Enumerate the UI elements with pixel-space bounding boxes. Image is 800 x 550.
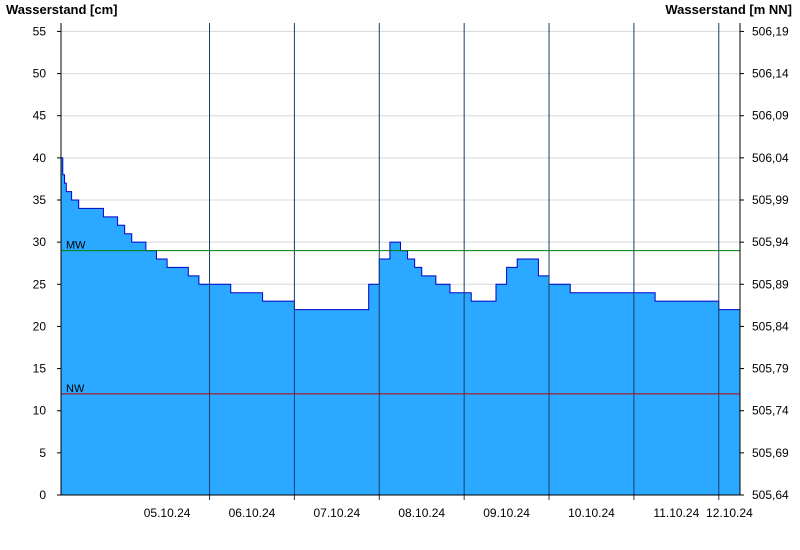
left-tick-label: 50: [33, 67, 47, 81]
left-axis-title: Wasserstand [cm]: [6, 2, 118, 17]
left-tick-label: 10: [33, 404, 47, 418]
right-tick-label: 505,89: [752, 277, 789, 291]
x-tick-label: 06.10.24: [229, 506, 276, 520]
right-tick-label: 505,99: [752, 193, 789, 207]
left-tick-label: 5: [39, 446, 46, 460]
x-tick-label: 11.10.24: [653, 506, 699, 520]
x-tick-label: 07.10.24: [313, 506, 360, 520]
reference-lines: MW NW: [61, 240, 740, 395]
right-tick-label: 505,64: [752, 488, 789, 502]
right-tick-label: 505,84: [752, 319, 789, 333]
right-tick-label: 505,79: [752, 362, 789, 376]
day-separator-lines: [209, 23, 720, 500]
left-tick-labels: 0 5 10 15 20 25 30 35 40 45 50 55: [33, 24, 47, 502]
axes: [57, 23, 744, 496]
left-tick-label: 35: [33, 193, 47, 207]
left-tick-label: 30: [33, 235, 47, 249]
right-axis-title: Wasserstand [m NN]: [665, 2, 792, 17]
left-tick-label: 55: [33, 24, 47, 38]
left-tick-label: 25: [33, 277, 47, 291]
left-tick-label: 20: [33, 319, 47, 333]
x-tick-label: 12.10.24: [706, 506, 753, 520]
right-tick-label: 506,09: [752, 109, 789, 123]
right-tick-label: 506,19: [752, 24, 789, 38]
x-tick-label: 05.10.24: [144, 506, 191, 520]
reference-label-nw: NW: [66, 383, 85, 395]
right-tick-label: 506,14: [752, 67, 789, 81]
right-tick-label: 505,94: [752, 235, 789, 249]
x-tick-labels: 05.10.24 06.10.24 07.10.24 08.10.24 09.10.24…: [144, 506, 753, 520]
left-tick-label: 15: [33, 362, 47, 376]
right-tick-label: 506,04: [752, 151, 789, 165]
reference-label-mw: MW: [66, 240, 86, 252]
x-tick-label: 10.10.24: [568, 506, 615, 520]
water-level-area: [61, 157, 740, 495]
left-tick-label: 40: [33, 151, 47, 165]
area-layer: [61, 157, 741, 495]
left-tick-label: 0: [39, 488, 46, 502]
x-tick-label: 08.10.24: [398, 506, 445, 520]
right-tick-label: 505,74: [752, 404, 789, 418]
right-tick-label: 505,69: [752, 446, 789, 460]
left-tick-label: 45: [33, 109, 47, 123]
x-tick-label: 09.10.24: [483, 506, 530, 520]
right-tick-labels: 505,64 505,69 505,74 505,79 505,84 505,89 505,…: [752, 24, 789, 502]
water-level-line: [61, 157, 741, 311]
